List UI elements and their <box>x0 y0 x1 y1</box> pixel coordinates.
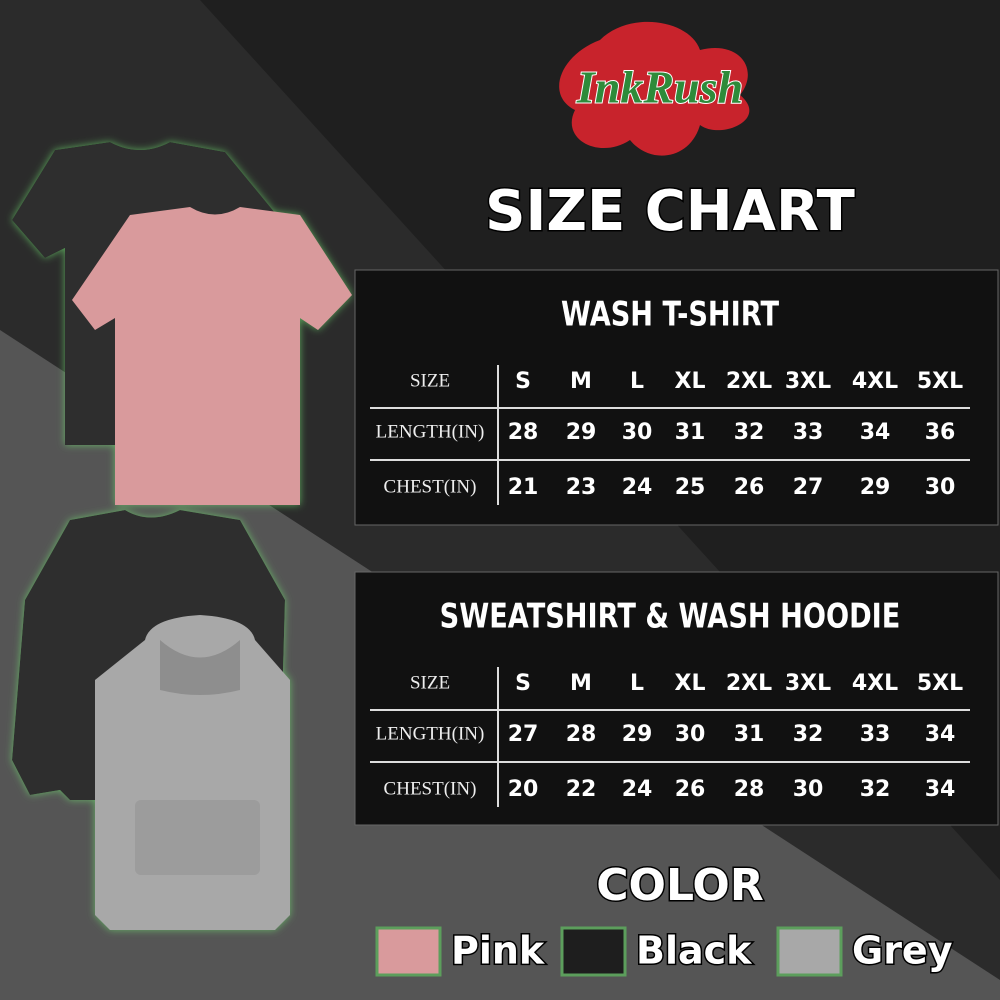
table-cell: 31 <box>675 420 706 445</box>
table-cell: 26 <box>734 475 765 500</box>
row-header: LENGTH(IN) <box>376 421 485 442</box>
color-name: Pink <box>451 929 545 973</box>
size-label: S <box>515 369 531 394</box>
table-cell: 29 <box>860 475 891 500</box>
color-name: Black <box>636 929 752 973</box>
table-cell: 32 <box>734 420 765 445</box>
size-label: 4XL <box>852 671 898 696</box>
table-cell: 24 <box>622 475 653 500</box>
color-name: Grey <box>852 929 953 973</box>
size-label: M <box>570 369 592 394</box>
color-swatch <box>776 926 843 977</box>
brand-name: InkRush <box>576 62 743 113</box>
size-label: 4XL <box>852 369 898 394</box>
table-cell: 36 <box>925 420 956 445</box>
table-cell: 34 <box>925 722 956 747</box>
size-label: L <box>630 369 644 394</box>
table-cell: 30 <box>675 722 706 747</box>
table-cell: 34 <box>925 777 956 802</box>
color-title: COLOR <box>596 860 763 911</box>
table-cell: 34 <box>860 420 891 445</box>
color-swatch <box>375 926 442 977</box>
table-cell: 20 <box>508 777 539 802</box>
size-label: 5XL <box>917 671 963 696</box>
table-cell: 33 <box>860 722 891 747</box>
row-header: CHEST(IN) <box>384 778 477 799</box>
row-header: SIZE <box>410 672 450 693</box>
page-title: SIZE CHART <box>485 179 855 244</box>
size-label: XL <box>675 671 706 696</box>
size-label: XL <box>675 369 706 394</box>
size-label: M <box>570 671 592 696</box>
garments <box>12 142 352 930</box>
table-cell: 24 <box>622 777 653 802</box>
table-cell: 21 <box>508 475 539 500</box>
table-cell: 30 <box>793 777 824 802</box>
color-swatches: Pink Black Grey <box>375 926 954 977</box>
table-cell: 31 <box>734 722 765 747</box>
row-header: LENGTH(IN) <box>376 723 485 744</box>
table-cell: 33 <box>793 420 824 445</box>
table-cell: 32 <box>860 777 891 802</box>
table-cell: 30 <box>622 420 653 445</box>
size-label: L <box>630 671 644 696</box>
table-cell: 28 <box>734 777 765 802</box>
table-cell: 23 <box>566 475 597 500</box>
row-header: CHEST(IN) <box>384 476 477 497</box>
table-title: WASH T-SHIRT <box>561 294 779 334</box>
table-cell: 32 <box>793 722 824 747</box>
size-label: 2XL <box>726 369 772 394</box>
table-cell: 27 <box>508 722 539 747</box>
table-panel <box>354 269 999 526</box>
size-label: 5XL <box>917 369 963 394</box>
tables: WASH T-SHIRT SIZE S M L XL 2XL 3XL 4XL 5XL LENGTH(… <box>370 294 970 807</box>
size-label: 3XL <box>785 671 831 696</box>
table-cell: 26 <box>675 777 706 802</box>
color-swatch <box>560 926 627 977</box>
table-cell: 29 <box>622 722 653 747</box>
table-panel <box>354 571 999 826</box>
table-title: SWEATSHIRT & WASH HOODIE <box>440 596 901 636</box>
row-header: SIZE <box>410 370 450 391</box>
size-label: 3XL <box>785 369 831 394</box>
table-cell: 29 <box>566 420 597 445</box>
table-cell: 28 <box>508 420 539 445</box>
table-cell: 27 <box>793 475 824 500</box>
size-label: S <box>515 671 531 696</box>
table-cell: 30 <box>925 475 956 500</box>
table-cell: 28 <box>566 722 597 747</box>
table-cell: 22 <box>566 777 597 802</box>
logo: InkRush <box>559 21 750 156</box>
size-label: 2XL <box>726 671 772 696</box>
table-cell: 25 <box>675 475 706 500</box>
